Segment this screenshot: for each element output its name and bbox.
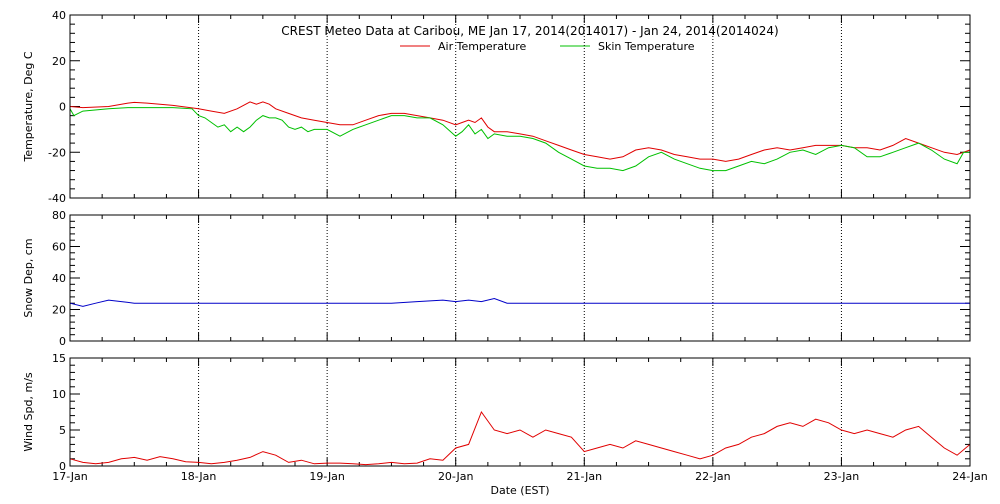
series-line-2-1: [69, 297, 970, 307]
x-tick-label: 21-Jan: [567, 470, 603, 483]
y-axis-label: Wind Spd, m/s: [22, 372, 35, 452]
y-tick-label: 0: [59, 335, 66, 348]
y-tick-label: 20: [52, 304, 66, 317]
y-axis-label: Snow Dep, cm: [22, 238, 35, 317]
y-tick-label: -40: [48, 192, 66, 205]
y-tick-label: 40: [52, 9, 66, 22]
y-tick-label: 20: [52, 55, 66, 68]
series-line-3-1: [69, 410, 971, 466]
y-tick-label: 5: [59, 424, 66, 437]
y-tick-label: 80: [52, 209, 66, 222]
legend-label: Air Temperature: [438, 40, 527, 53]
y-tick-label: 10: [52, 388, 66, 401]
x-tick-label: 23-Jan: [824, 470, 860, 483]
y-axis-label: Temperature, Deg C: [22, 51, 35, 162]
chart-title: CREST Meteo Data at Caribou, ME Jan 17, …: [281, 24, 778, 38]
y-tick-label: -20: [48, 146, 66, 159]
legend: Air Temperature Skin Temperature: [400, 40, 695, 53]
panel-1: -40 -20 0 20 40 Temperature, Deg C: [22, 9, 971, 205]
plot-frame: [69, 357, 971, 467]
x-tick-label: 20-Jan: [438, 470, 474, 483]
x-tick-label: 19-Jan: [309, 470, 345, 483]
series-line-1-1: [69, 101, 971, 162]
plot-frame: [69, 214, 971, 342]
y-tick-label: 60: [52, 241, 66, 254]
legend-label: Skin Temperature: [598, 40, 695, 53]
x-tick-label: 22-Jan: [695, 470, 731, 483]
plot-frame: [69, 14, 971, 199]
x-tick-label: 17-Jan: [52, 470, 88, 483]
panel-3: 0 5 10 15 Wind Spd, m/s 17-Jan 18-Jan 19-Jan 20-…: [22, 352, 988, 483]
series-line-1-2: [69, 107, 970, 172]
x-tick-label: 24-Jan: [952, 470, 988, 483]
x-tick-label: 18-Jan: [181, 470, 217, 483]
y-tick-label: 40: [52, 272, 66, 285]
y-tick-label: 0: [59, 460, 66, 473]
x-axis-label: Date (EST): [490, 484, 549, 497]
y-tick-label: 15: [52, 352, 66, 365]
y-tick-label: 0: [59, 101, 66, 114]
panels: -40 -20 0 20 40 Temperature, Deg C 0 20 40 60 80 Sn…: [22, 9, 988, 483]
panel-2: 0 20 40 60 80 Snow Dep, cm: [22, 209, 971, 348]
